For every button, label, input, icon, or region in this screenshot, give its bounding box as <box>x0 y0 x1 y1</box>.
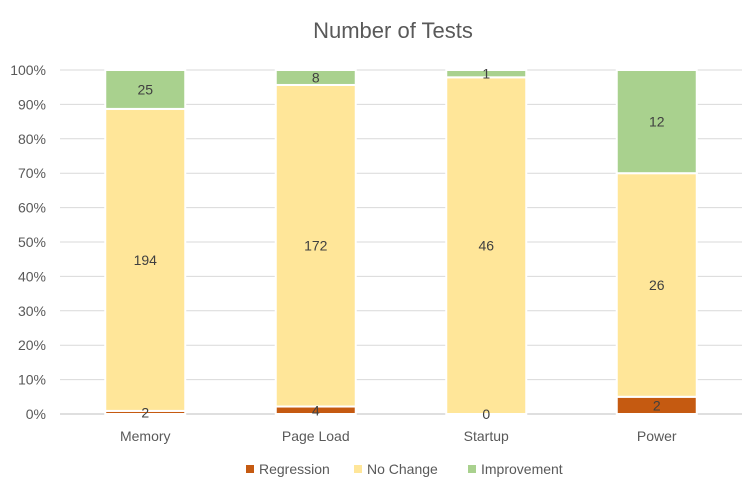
bar-segment-improvement <box>445 69 528 79</box>
data-label: 172 <box>304 238 328 254</box>
data-label: 0 <box>482 406 490 422</box>
y-tick-label: 30% <box>18 303 46 319</box>
x-category-label: Page Load <box>282 428 350 444</box>
legend-label: Regression <box>259 461 330 477</box>
legend-swatch <box>468 465 476 473</box>
legend-item-regression: Regression <box>246 461 330 477</box>
x-category-label: Power <box>637 428 677 444</box>
y-tick-label: 80% <box>18 131 46 147</box>
y-tick-label: 10% <box>18 372 46 388</box>
bar-segment-no-change <box>274 83 357 408</box>
legend-label: Improvement <box>481 461 563 477</box>
y-tick-label: 90% <box>18 96 46 112</box>
data-label: 46 <box>478 238 494 254</box>
legend-item-no-change: No Change <box>354 461 438 477</box>
legend: Regression No Change Improvement <box>246 461 563 477</box>
data-label: 2 <box>653 397 661 413</box>
data-label: 8 <box>312 69 320 85</box>
bar-segment-improvement <box>274 69 357 86</box>
data-label: 26 <box>649 277 665 293</box>
data-label: 194 <box>134 252 158 268</box>
legend-swatch <box>246 465 254 473</box>
data-label: 12 <box>649 114 665 130</box>
bar-segment-improvement <box>104 69 187 110</box>
bar-segment-improvement <box>615 69 698 175</box>
data-label: 1 <box>482 66 490 82</box>
data-label: 2 <box>141 404 149 420</box>
bar-segment-no-change <box>615 172 698 398</box>
data-label: 4 <box>312 402 320 418</box>
legend-swatch <box>354 465 362 473</box>
bar-segment-no-change <box>445 76 528 415</box>
y-tick-label: 40% <box>18 268 46 284</box>
y-axis-tick-labels: 0% 10% 20% 30% 40% 50% 60% 70% 80% 90% 100% <box>10 62 46 422</box>
x-category-label: Startup <box>464 428 509 444</box>
y-tick-label: 50% <box>18 234 46 250</box>
chart-title: Number of Tests <box>313 18 473 43</box>
y-tick-label: 70% <box>18 165 46 181</box>
legend-item-improvement: Improvement <box>468 461 563 477</box>
bar-segment-no-change <box>104 107 187 412</box>
y-tick-label: 60% <box>18 200 46 216</box>
y-tick-label: 100% <box>10 62 46 78</box>
x-axis-category-labels: Memory Page Load Startup Power <box>120 428 677 444</box>
legend-label: No Change <box>367 461 438 477</box>
x-category-label: Memory <box>120 428 171 444</box>
bars <box>104 69 698 415</box>
y-tick-label: 20% <box>18 337 46 353</box>
y-tick-label: 0% <box>26 406 46 422</box>
data-label: 25 <box>137 81 153 97</box>
